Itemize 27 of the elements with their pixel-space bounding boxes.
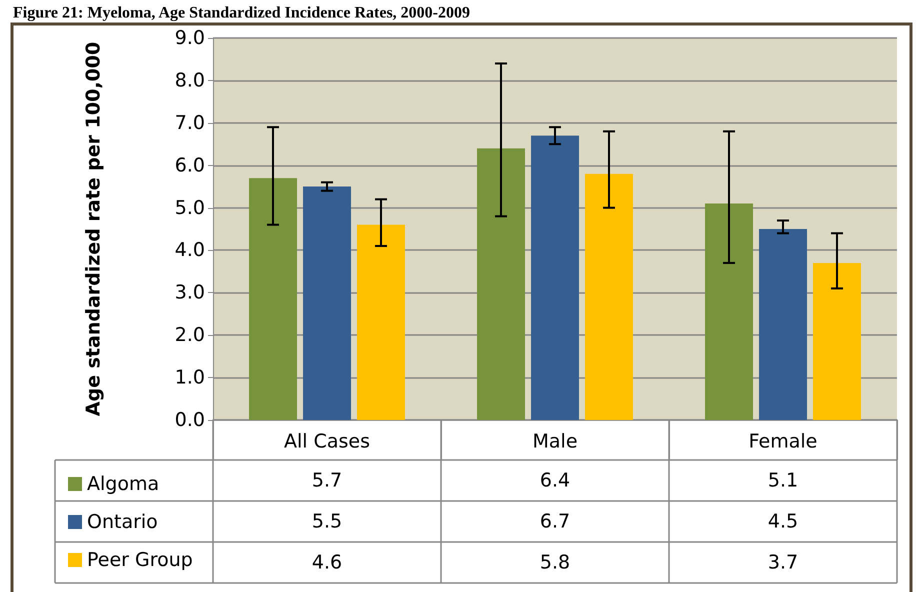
data-label: 3.7 xyxy=(768,552,798,574)
data-label: 5.8 xyxy=(540,552,570,574)
data-label: 4.6 xyxy=(312,552,342,574)
y-tick-label: 5.0 xyxy=(174,196,205,219)
y-tick-label: 6.0 xyxy=(174,154,205,176)
y-axis-title: Age standardized rate per 100,000 xyxy=(82,42,104,416)
data-label: 4.5 xyxy=(768,510,798,532)
chart-title: Figure 21: Myeloma, Age Standardized Incidence Rates, 2000-2009 xyxy=(13,4,470,22)
data-label: 5.7 xyxy=(312,470,342,492)
y-tick-label: 4.0 xyxy=(174,239,205,262)
y-tick-label: 0.0 xyxy=(174,409,205,431)
y-tick-label: 8.0 xyxy=(174,69,205,92)
x-tick-label: Female xyxy=(748,430,818,452)
y-tick-label: 7.0 xyxy=(174,112,205,134)
data-label: 5.1 xyxy=(768,470,798,492)
y-tick-label: 3.0 xyxy=(174,282,205,304)
legend-label: Algoma xyxy=(87,473,160,495)
data-label: 6.4 xyxy=(540,470,570,492)
y-tick-label: 1.0 xyxy=(174,366,205,389)
x-tick-label: Male xyxy=(532,430,578,452)
legend-label: Peer Group xyxy=(87,549,193,571)
legend-label: Ontario xyxy=(87,511,158,533)
x-tick-label: All Cases xyxy=(284,430,370,452)
y-tick-label: 9.0 xyxy=(174,27,205,49)
y-tick-label: 2.0 xyxy=(174,324,205,346)
data-label: 6.7 xyxy=(540,510,570,532)
data-label: 5.5 xyxy=(312,510,342,532)
